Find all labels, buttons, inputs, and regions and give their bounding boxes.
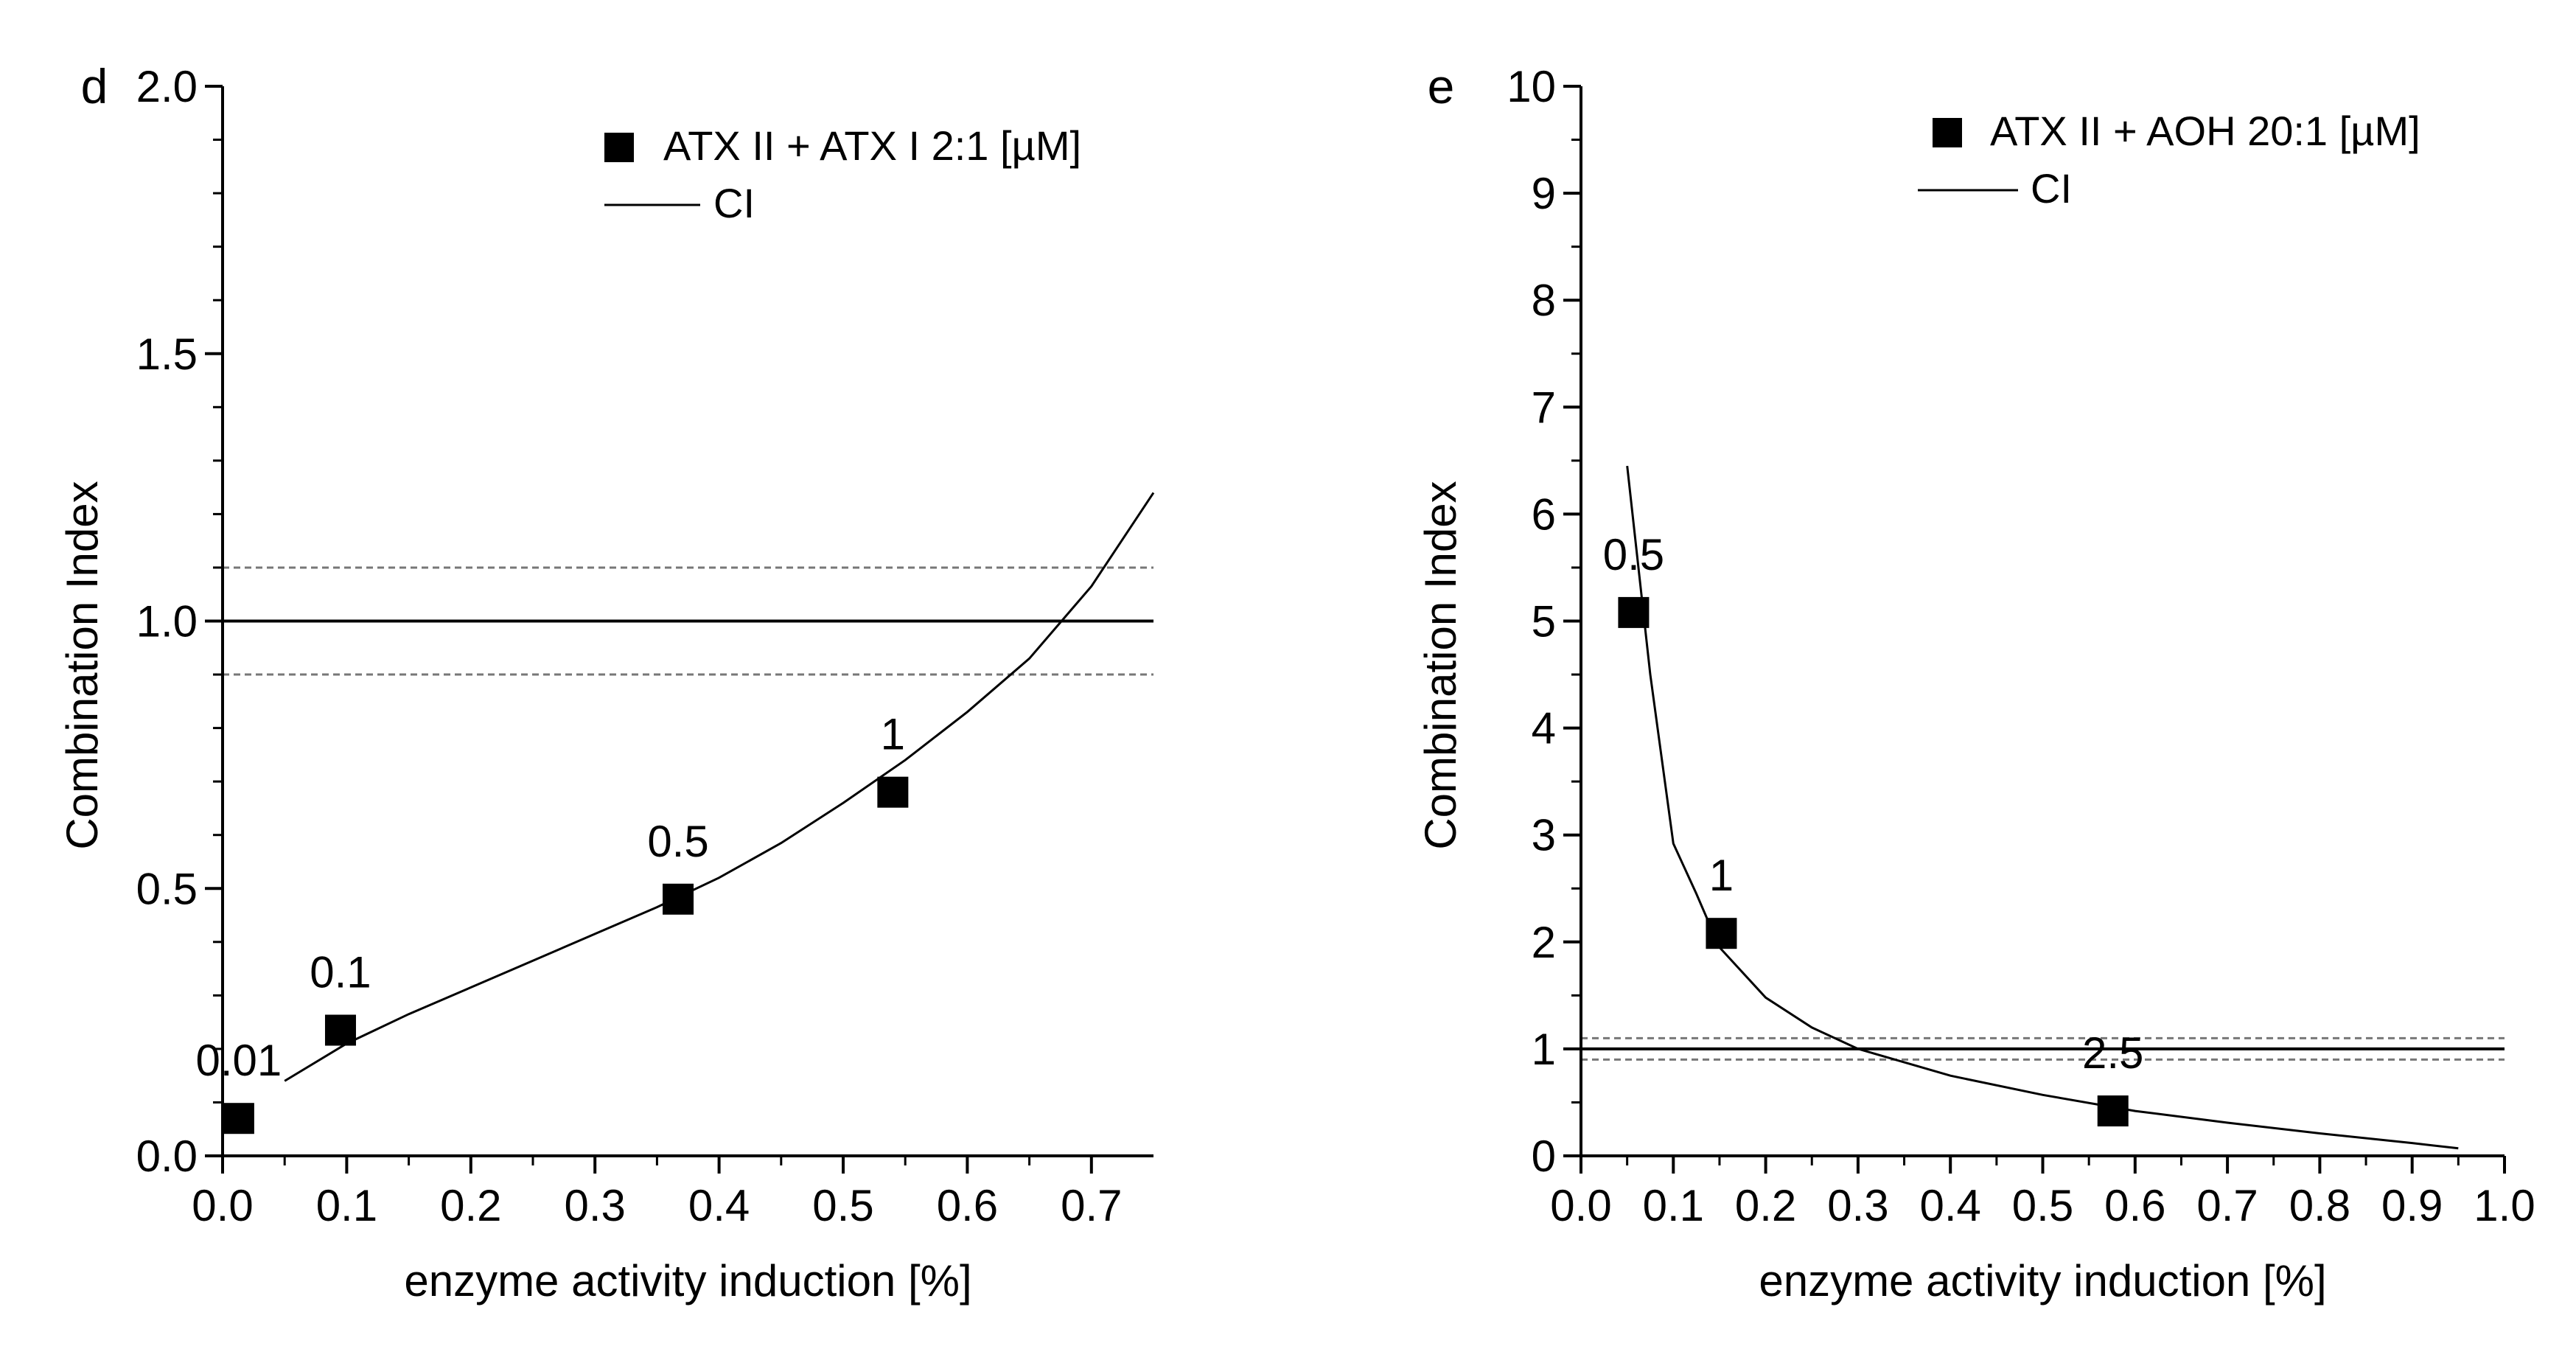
x-axis-title: enzyme activity induction [%] (404, 1256, 971, 1306)
x-tick-label: 0.3 (1827, 1181, 1888, 1230)
y-tick-label: 1 (1532, 1025, 1556, 1074)
data-point-label: 0.1 (310, 948, 371, 997)
legend-line-label: CI (713, 180, 755, 226)
ci-curve (284, 492, 1155, 1082)
panel-e: e 0.0 0.1 0.2 0.3 0.4 0.5 0.6 0.7 0.8 0.9 1.0 0 1 2 3 4 5… (1416, 59, 2535, 1306)
x-tick-label: 1.0 (2474, 1181, 2535, 1230)
x-tick-label: 0.8 (2289, 1181, 2350, 1230)
legend-marker-label: ATX II + ATX I 2:1 [µM] (663, 122, 1081, 169)
x-tick-label: 0.5 (2012, 1181, 2073, 1230)
data-point (1706, 918, 1737, 949)
ci-curve (1626, 465, 2459, 1150)
y-tick-label: 10 (1507, 62, 1556, 111)
y-tick-label: 3 (1532, 811, 1556, 860)
y-tick-label: 4 (1532, 704, 1556, 753)
data-point (2097, 1095, 2129, 1127)
y-tick-label: 0 (1532, 1132, 1556, 1181)
x-tick-label: 0.3 (564, 1181, 625, 1230)
y-axis-title: Combination Index (57, 481, 107, 849)
x-axis-title: enzyme activity induction [%] (1759, 1256, 2326, 1306)
data-point-label: 2.5 (2082, 1028, 2143, 1078)
y-tick-label: 9 (1532, 169, 1556, 218)
y-tick-label: 2 (1532, 918, 1556, 967)
data-point (324, 1014, 356, 1046)
panel-d: d 0.0 0.1 0.2 0.3 0.4 0.5 0.6 0.7 0.0 0.5 1.0 1.5 2.0… (57, 59, 1155, 1306)
y-tick-label: 5 (1532, 597, 1556, 646)
data-point-label: 1 (1709, 851, 1734, 900)
y-tick-label: 1.0 (136, 597, 198, 646)
data-point (1618, 596, 1650, 628)
x-tick-label: 0.7 (2196, 1181, 2258, 1230)
y-tick-label: 0.0 (136, 1132, 198, 1181)
legend-marker-label: ATX II + AOH 20:1 [µM] (1990, 108, 2420, 154)
y-axis-title: Combination Index (1416, 481, 1465, 849)
x-tick-label: 0.6 (2104, 1181, 2165, 1230)
data-point-label: 0.01 (196, 1036, 282, 1085)
x-tick-label: 0.6 (937, 1181, 998, 1230)
y-tick-label: 1.5 (136, 330, 198, 379)
y-tick-label: 2.0 (136, 62, 198, 111)
legend-line-label: CI (2031, 165, 2072, 212)
x-tick-label: 0.0 (192, 1181, 253, 1230)
x-tick-label: 0.4 (1919, 1181, 1980, 1230)
data-point-label: 1 (881, 710, 905, 759)
data-point-label: 0.5 (647, 817, 708, 866)
panel-label: e (1428, 59, 1455, 114)
data-point-label: 0.5 (1603, 530, 1664, 579)
x-tick-label: 0.1 (316, 1181, 377, 1230)
panel-label: d (81, 59, 108, 114)
data-point (663, 883, 694, 915)
x-tick-label: 0.9 (2381, 1181, 2443, 1230)
x-tick-label: 0.1 (1643, 1181, 1704, 1230)
data-point (223, 1103, 254, 1134)
x-tick-label: 0.7 (1061, 1181, 1122, 1230)
x-tick-label: 0.0 (1550, 1181, 1611, 1230)
data-point (877, 776, 909, 808)
y-tick-label: 0.5 (136, 864, 198, 913)
legend-marker (1933, 118, 1962, 147)
y-tick-label: 7 (1532, 383, 1556, 432)
x-tick-label: 0.2 (440, 1181, 501, 1230)
y-tick-label: 8 (1532, 276, 1556, 325)
x-tick-label: 0.2 (1735, 1181, 1796, 1230)
legend-marker (604, 133, 634, 162)
x-tick-label: 0.5 (812, 1181, 873, 1230)
y-tick-label: 6 (1532, 489, 1556, 539)
x-tick-label: 0.4 (688, 1181, 750, 1230)
